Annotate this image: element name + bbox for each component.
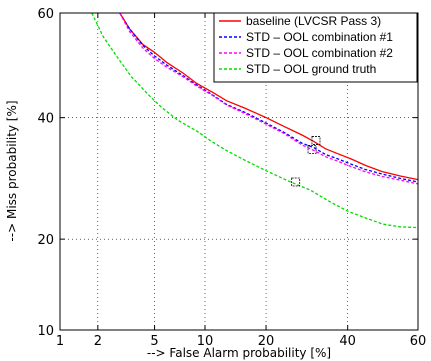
- marker-layer: [291, 136, 321, 187]
- x-tick-label: 1: [56, 334, 64, 349]
- series-layer: [91, 12, 419, 229]
- series-line: [119, 12, 419, 183]
- legend: baseline (LVCSR Pass 3) STD – OOL combina…: [213, 12, 418, 83]
- x-tick-label: 5: [150, 334, 158, 349]
- x-tick-label: 20: [258, 334, 275, 349]
- y-ticks: 10 20 40 60: [37, 7, 418, 339]
- x-axis-label: --> False Alarm probability [%]: [147, 346, 331, 360]
- series-line: [119, 12, 419, 181]
- legend-label: baseline (LVCSR Pass 3): [246, 14, 381, 28]
- x-tick-label: 40: [339, 334, 356, 349]
- x-ticks: 1 2 5 10 20 40 60: [56, 13, 426, 349]
- det-point-marker: [311, 136, 321, 145]
- x-tick-label: 10: [197, 334, 214, 349]
- y-tick-label: 40: [37, 112, 54, 127]
- legend-label: STD – OOL combination #1: [246, 30, 393, 44]
- legend-label: STD – OOL combination #2: [246, 46, 393, 60]
- det-point-marker: [291, 177, 301, 187]
- legend-label: STD – OOL ground truth: [246, 62, 376, 76]
- y-axis-label: --> Miss probability [%]: [5, 100, 19, 241]
- y-tick-label: 60: [37, 7, 54, 22]
- legend-box: [213, 12, 418, 83]
- x-tick-label: 2: [94, 334, 102, 349]
- det-point-marker: [307, 144, 317, 154]
- y-tick-label: 10: [37, 324, 54, 339]
- series-line: [91, 12, 419, 229]
- series-line: [119, 12, 419, 185]
- y-tick-label: 20: [37, 233, 54, 248]
- x-tick-label: 60: [410, 334, 427, 349]
